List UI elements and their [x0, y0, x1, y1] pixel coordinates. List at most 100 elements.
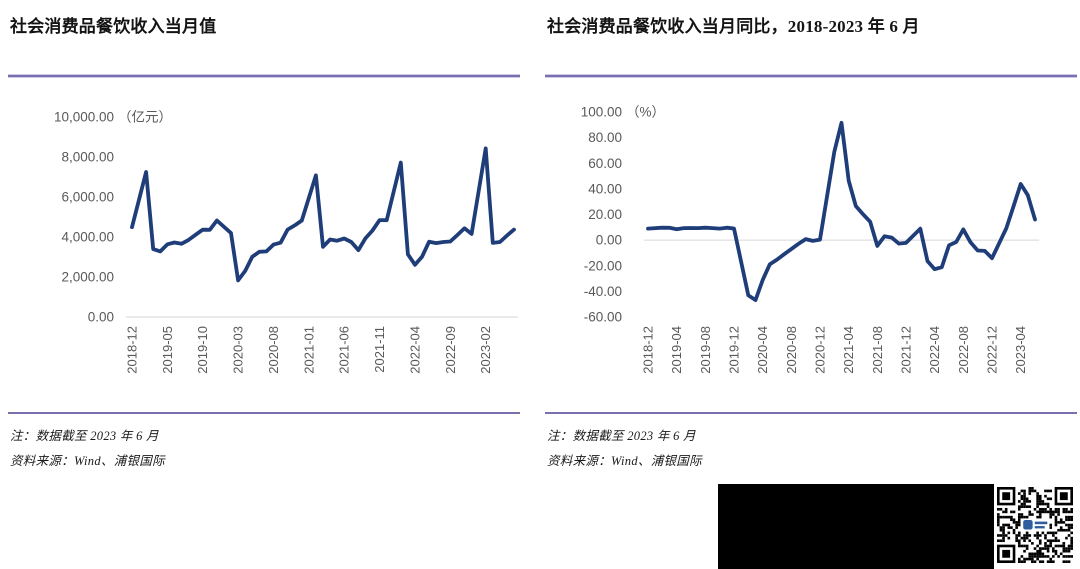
qr-module — [1049, 515, 1053, 519]
qr-module — [1054, 549, 1058, 553]
qr-module — [1017, 542, 1021, 545]
qr-module — [1031, 542, 1034, 545]
qr-module — [1036, 510, 1039, 514]
x-axis-tick-label: 2022-04 — [927, 326, 942, 374]
qr-module — [1038, 542, 1042, 545]
x-axis-tick-label: 2022-12 — [985, 326, 1000, 374]
qr-module — [1070, 555, 1073, 558]
qr-module — [1052, 539, 1055, 543]
qr-module — [1052, 534, 1055, 537]
qr-module — [1028, 534, 1032, 537]
qr-module — [1023, 534, 1026, 537]
qr-module — [1033, 489, 1037, 493]
qr-module — [1020, 505, 1024, 508]
qr-module — [1044, 536, 1047, 540]
qr-module — [1002, 536, 1005, 540]
qr-module — [1020, 515, 1024, 519]
qr-module — [1017, 515, 1021, 519]
y-axis-tick-label: 2,000.00 — [61, 270, 114, 285]
qr-module — [1054, 521, 1058, 524]
qr-module — [1067, 555, 1071, 558]
qr-module — [1025, 497, 1029, 501]
qr-module — [1017, 505, 1021, 508]
data-series-line — [646, 120, 1037, 303]
qr-module — [1012, 510, 1016, 514]
qr-module — [1012, 518, 1016, 522]
x-axis-tick-label: 2020-08 — [784, 326, 799, 374]
qr-module — [1015, 539, 1018, 543]
qr-module — [1057, 521, 1060, 524]
qr-module — [1007, 515, 1011, 519]
x-axis-tick-label: 2023-04 — [1013, 326, 1028, 374]
qr-module — [1062, 507, 1066, 511]
qr-module — [1031, 552, 1034, 556]
qr-module — [1020, 536, 1024, 540]
qr-module — [1044, 494, 1047, 498]
qr-module — [1012, 531, 1016, 535]
qr-module — [1038, 500, 1042, 503]
qr-module — [1054, 544, 1058, 548]
x-axis-tick-label: 2021-04 — [841, 326, 856, 374]
qr-module — [1038, 515, 1042, 519]
qr-module — [1033, 534, 1037, 537]
qr-module — [1036, 534, 1039, 537]
qr-module — [1025, 547, 1029, 550]
qr-module — [1004, 534, 1008, 537]
qr-module — [1067, 515, 1071, 519]
qr-module — [1041, 560, 1045, 563]
qr-module — [1054, 536, 1058, 540]
y-axis-tick-label: -40.00 — [584, 284, 622, 299]
title-divider — [8, 74, 520, 78]
qr-module — [1020, 544, 1024, 548]
qr-module — [1033, 552, 1037, 556]
qr-module — [1052, 513, 1055, 516]
qr-module — [1028, 492, 1032, 495]
qr-module — [1049, 542, 1053, 545]
qr-module — [1059, 544, 1063, 548]
qr-module — [1046, 502, 1050, 506]
qr-module — [1036, 555, 1039, 558]
qr-module — [1057, 528, 1060, 532]
x-axis-tick-label: 2019-05 — [160, 326, 175, 374]
qr-module — [1038, 539, 1042, 543]
qr-module — [1028, 505, 1032, 508]
qr-module — [1038, 560, 1042, 563]
qr-module — [1002, 523, 1005, 527]
qr-module — [1010, 510, 1013, 514]
qr-module — [999, 539, 1003, 543]
qr-module — [1062, 549, 1066, 553]
qr-module — [1020, 555, 1024, 558]
qr-module — [1036, 557, 1039, 561]
qr-module — [1044, 510, 1047, 514]
qr-module — [1067, 523, 1071, 527]
qr-module — [1033, 507, 1037, 511]
y-axis-tick-label: 0.00 — [596, 233, 622, 248]
qr-module — [1038, 497, 1042, 501]
qr-module — [1070, 542, 1073, 545]
qr-module — [1015, 534, 1018, 537]
qr-module — [1038, 502, 1042, 506]
qr-module — [997, 521, 1000, 524]
panel-monthly-value: 社会消费品餐饮收入当月值 10,000.00 8,000.00 6,000.00 4,… — [8, 10, 520, 468]
qr-module — [1049, 523, 1053, 527]
x-axis-tick-label: 2018-12 — [125, 326, 140, 374]
qr-module — [1017, 531, 1021, 535]
qr-module — [1044, 544, 1047, 548]
qr-module — [1020, 489, 1024, 493]
note-data-cutoff: 注：数据截至 2023 年 6 月 — [547, 429, 696, 443]
qr-module — [1062, 555, 1066, 558]
qr-module — [1020, 560, 1024, 563]
qr-module — [1062, 547, 1066, 550]
chart-notes: 注：数据截至 2023 年 6 月 资料来源：Wind、浦银国际 — [10, 419, 165, 469]
qr-module — [1070, 547, 1073, 550]
qr-module — [1046, 555, 1050, 558]
qr-module — [1065, 507, 1068, 511]
qr-module — [1046, 489, 1050, 493]
qr-module — [1004, 523, 1008, 527]
qr-module — [1046, 497, 1050, 501]
qr-module — [1041, 555, 1045, 558]
qr-module — [1002, 528, 1005, 532]
qr-module — [1023, 500, 1026, 503]
qr-module — [1049, 544, 1053, 548]
qr-module — [997, 518, 1000, 522]
